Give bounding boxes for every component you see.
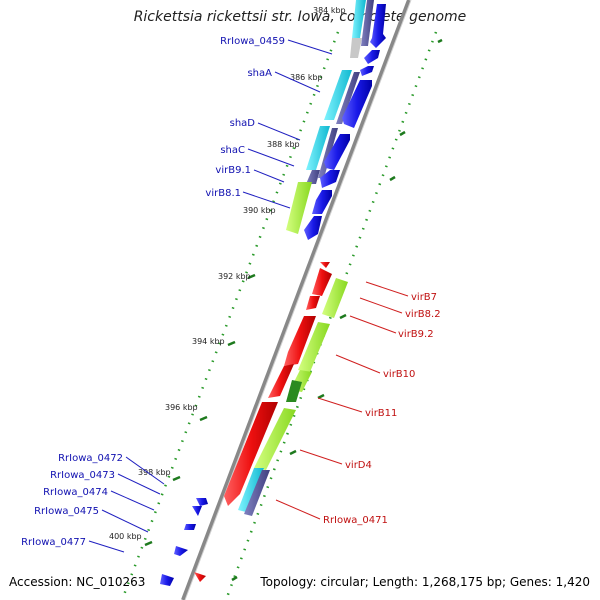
- green-feature: [254, 408, 296, 470]
- forward-gene: [192, 506, 202, 516]
- tick-label: 384 kbp: [313, 6, 346, 15]
- green-feature: [322, 278, 348, 318]
- green-feature: [298, 322, 330, 372]
- forward-gene: [320, 170, 340, 188]
- reverse-gene: [284, 316, 316, 366]
- forward-gene: [324, 134, 350, 170]
- tick-label: 388 kbp: [267, 140, 300, 149]
- gene-label: virB9.2: [398, 329, 434, 340]
- gene-label: shaA: [247, 68, 272, 79]
- forward-gene: [196, 498, 208, 506]
- scattered-genes: [160, 498, 208, 586]
- accession-text: Accession: NC_010263: [9, 575, 146, 589]
- genome-backbone: [181, 0, 411, 600]
- slate-feature: [336, 72, 360, 124]
- gene-label: RrIowa_0472: [58, 453, 123, 464]
- gene-label: virB8.2: [405, 309, 441, 320]
- slate-feature: [361, 0, 374, 46]
- cyan-feature: [238, 468, 264, 512]
- forward-gene: [174, 546, 188, 556]
- gene-label: virD4: [345, 460, 372, 471]
- slate-feature: [244, 470, 270, 516]
- gene-label: virB10: [383, 369, 415, 380]
- forward-gene: [370, 4, 386, 48]
- forward-gene: [342, 80, 372, 128]
- forward-gene: [364, 50, 380, 64]
- gene-label: shaD: [230, 118, 256, 129]
- gene-label: shaC: [220, 145, 245, 156]
- cyan-feature: [352, 0, 366, 38]
- gene-label: RrIowa_0475: [34, 506, 99, 517]
- gene-label: RrIowa_0474: [43, 487, 108, 498]
- left-gene-labels: RrIowa_0459 shaA shaD shaC virB9.1 virB8…: [21, 36, 285, 548]
- grey-feature: [350, 38, 362, 58]
- slate-feature: [306, 170, 320, 184]
- reverse-gene: [224, 402, 278, 506]
- right-leader-lines: [275, 281, 409, 520]
- tick-label: 390 kbp: [243, 206, 276, 215]
- cyan-feature: [324, 70, 352, 120]
- gc-track-outer: [224, 31, 438, 600]
- gene-label: RrIowa_0473: [50, 470, 115, 481]
- gene-label: RrIowa_0471: [323, 515, 388, 526]
- dark-green-feature: [286, 380, 302, 402]
- forward-gene: [312, 190, 332, 214]
- gene-label: RrIowa_0459: [220, 36, 285, 47]
- reverse-gene: [312, 268, 332, 296]
- tick-label: 386 kbp: [290, 73, 323, 82]
- reverse-gene: [194, 572, 206, 582]
- cyan-feature: [306, 126, 330, 170]
- right-gene-labels: virB7 virB8.2 virB9.2 virB10 virB11 virD…: [323, 292, 441, 526]
- upper-gene-cluster: [286, 0, 386, 240]
- reverse-gene: [268, 364, 294, 398]
- gene-label: virB9.1: [215, 165, 251, 176]
- forward-gene: [184, 524, 196, 530]
- lower-gene-cluster: [224, 262, 348, 516]
- gene-label: RrIowa_0477: [21, 537, 86, 548]
- tick-label: 398 kbp: [138, 468, 171, 477]
- reverse-gene: [306, 296, 320, 310]
- forward-gene: [304, 216, 322, 240]
- green-feature: [286, 182, 312, 234]
- forward-gene: [360, 66, 374, 76]
- gene-label: virB8.1: [205, 188, 241, 199]
- left-leader-lines: [88, 39, 333, 553]
- gc-dashes: [144, 38, 443, 582]
- genome-summary-text: Topology: circular; Length: 1,268,175 bp…: [260, 575, 590, 589]
- tick-label: 394 kbp: [192, 337, 225, 346]
- tick-label: 392 kbp: [218, 272, 251, 281]
- tick-labels: 384 kbp 386 kbp 388 kbp 390 kbp 392 kbp …: [109, 6, 346, 541]
- gene-label: virB11: [365, 408, 397, 419]
- gene-label: virB7: [411, 292, 437, 303]
- slate-feature: [318, 128, 338, 178]
- tick-label: 396 kbp: [165, 403, 198, 412]
- reverse-gene: [320, 262, 330, 268]
- tick-label: 400 kbp: [109, 532, 142, 541]
- forward-gene: [160, 574, 174, 586]
